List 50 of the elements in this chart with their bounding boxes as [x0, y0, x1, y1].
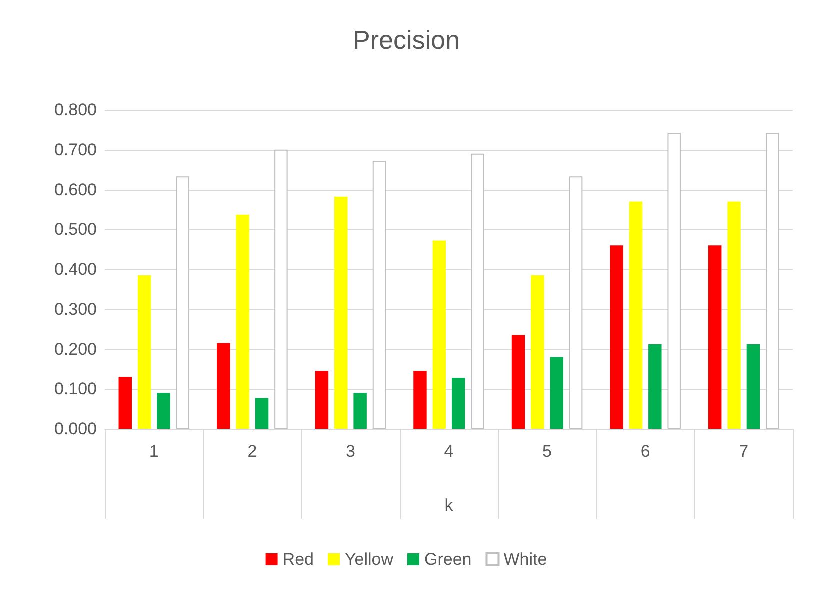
bar	[334, 196, 348, 429]
y-tick-label: 0.100	[54, 380, 97, 399]
bar	[372, 161, 386, 429]
bar	[766, 133, 780, 429]
bar	[274, 150, 288, 429]
y-tick-label: 0.300	[54, 300, 97, 319]
bar	[471, 154, 484, 429]
bar	[531, 275, 544, 429]
bar	[569, 176, 583, 429]
bar	[512, 335, 526, 429]
y-tick-label: 0.500	[54, 220, 97, 240]
bar	[452, 378, 466, 429]
y-tick-label: 0.000	[54, 420, 97, 438]
bar	[414, 371, 427, 429]
bar	[157, 393, 170, 429]
bar	[610, 246, 624, 429]
x-tick-label: 5	[542, 442, 552, 461]
bar	[629, 202, 643, 429]
x-tick-label: 1	[149, 442, 159, 461]
bar	[432, 240, 446, 429]
bar	[118, 377, 132, 429]
bar	[668, 133, 681, 429]
legend-label: Yellow	[344, 550, 394, 569]
chart-title: Precision	[353, 25, 460, 55]
x-tick-label: 6	[640, 442, 650, 461]
bar	[176, 176, 190, 429]
x-tick-label: 2	[248, 442, 258, 461]
bar	[138, 275, 152, 429]
bar	[236, 214, 250, 429]
legend-label: Green	[424, 550, 472, 569]
x-tick-label: 3	[346, 442, 356, 461]
bar	[550, 357, 564, 429]
x-tick-label: 7	[739, 442, 749, 461]
bar	[354, 393, 367, 429]
y-tick-label: 0.600	[54, 180, 97, 200]
x-axis-title: k	[444, 496, 454, 515]
x-tick-label: 4	[444, 442, 454, 461]
y-tick-label: 0.700	[54, 140, 97, 160]
bar	[315, 371, 329, 429]
y-tick-label: 0.800	[54, 100, 97, 120]
y-tick-label: 0.200	[54, 340, 97, 359]
legend-label: White	[504, 550, 548, 569]
bar	[217, 343, 230, 429]
bar	[255, 398, 269, 429]
bar	[708, 246, 722, 429]
legend-label: Red	[282, 550, 314, 569]
y-tick-label: 0.400	[54, 260, 97, 279]
bar	[648, 344, 662, 429]
bar	[746, 344, 760, 429]
bar	[728, 202, 741, 429]
